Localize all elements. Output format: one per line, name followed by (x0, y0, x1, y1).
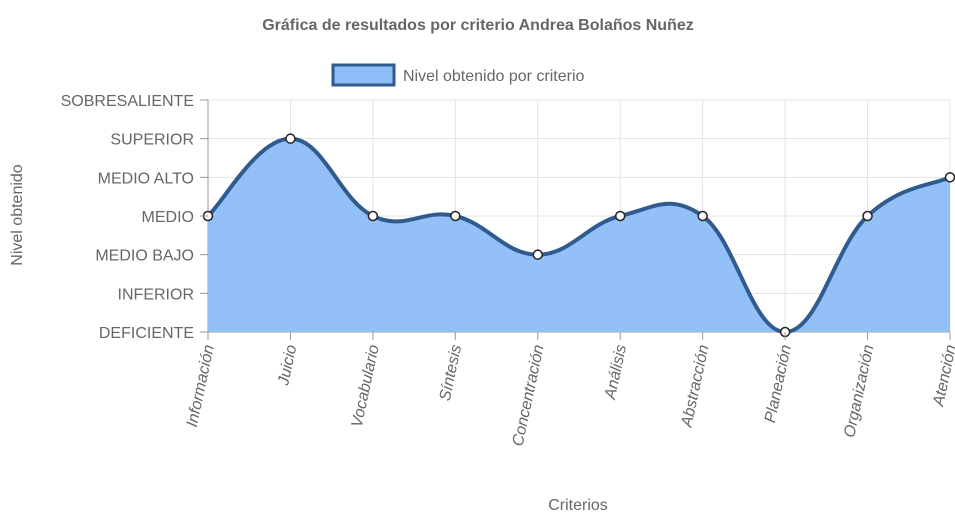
area-fill (208, 138, 950, 332)
x-tick-label: Abstracción (678, 343, 712, 429)
y-tick-label: MEDIO (142, 209, 194, 226)
legend[interactable]: Nivel obtenido por criterio (331, 63, 585, 87)
x-tick-label: Organización (841, 343, 877, 439)
data-point-vocabulario[interactable] (367, 210, 379, 222)
x-tick-label: Vocabulario (349, 343, 383, 429)
data-point-concentración[interactable] (532, 249, 544, 260)
x-tick-label: Atención (930, 343, 955, 409)
y-tick-label: INFERIOR (118, 286, 194, 303)
data-point-juicio[interactable] (285, 133, 296, 144)
y-axis-title: Nivel obtenido (9, 164, 26, 266)
y-tick-label: MEDIO BAJO (95, 248, 194, 265)
x-axis-ticks: Información Juicio Vocabulario Síntesis Conc… (184, 332, 955, 448)
x-tick-label: Planeación (762, 343, 795, 424)
data-point-abstracción[interactable] (697, 210, 708, 222)
legend-swatch (331, 63, 396, 87)
data-point-síntesis[interactable] (450, 210, 461, 222)
series-line-path (206, 136, 952, 334)
y-tick-label: MEDIO ALTO (98, 170, 194, 187)
data-points (202, 133, 955, 338)
y-tick-label: SOBRESALIENTE (61, 93, 194, 110)
y-tick-label: DEFICIENTE (99, 325, 194, 342)
x-axis-title: Criterios (548, 497, 608, 514)
x-tick-label: Síntesis (437, 343, 465, 402)
legend-label: Nivel obtenido por criterio (403, 68, 585, 85)
x-tick-label: Concentración (510, 343, 548, 448)
x-tick-label: Información (184, 343, 218, 428)
x-tick-label: Juicio (275, 343, 300, 388)
x-tick-label: Análisis (602, 343, 630, 401)
y-tick-label: SUPERIOR (110, 132, 194, 149)
data-point-atención[interactable] (944, 172, 955, 183)
series-line (206, 136, 952, 334)
chart-title: Gráfica de resultados por criterio Andre… (262, 17, 694, 34)
series-area (208, 138, 950, 332)
data-point-análisis[interactable] (614, 210, 626, 222)
y-axis-ticks: DEFICIENTE INFERIOR MEDIO BAJO MEDIO MEDIO A… (61, 93, 208, 342)
data-point-organización[interactable] (862, 210, 873, 222)
